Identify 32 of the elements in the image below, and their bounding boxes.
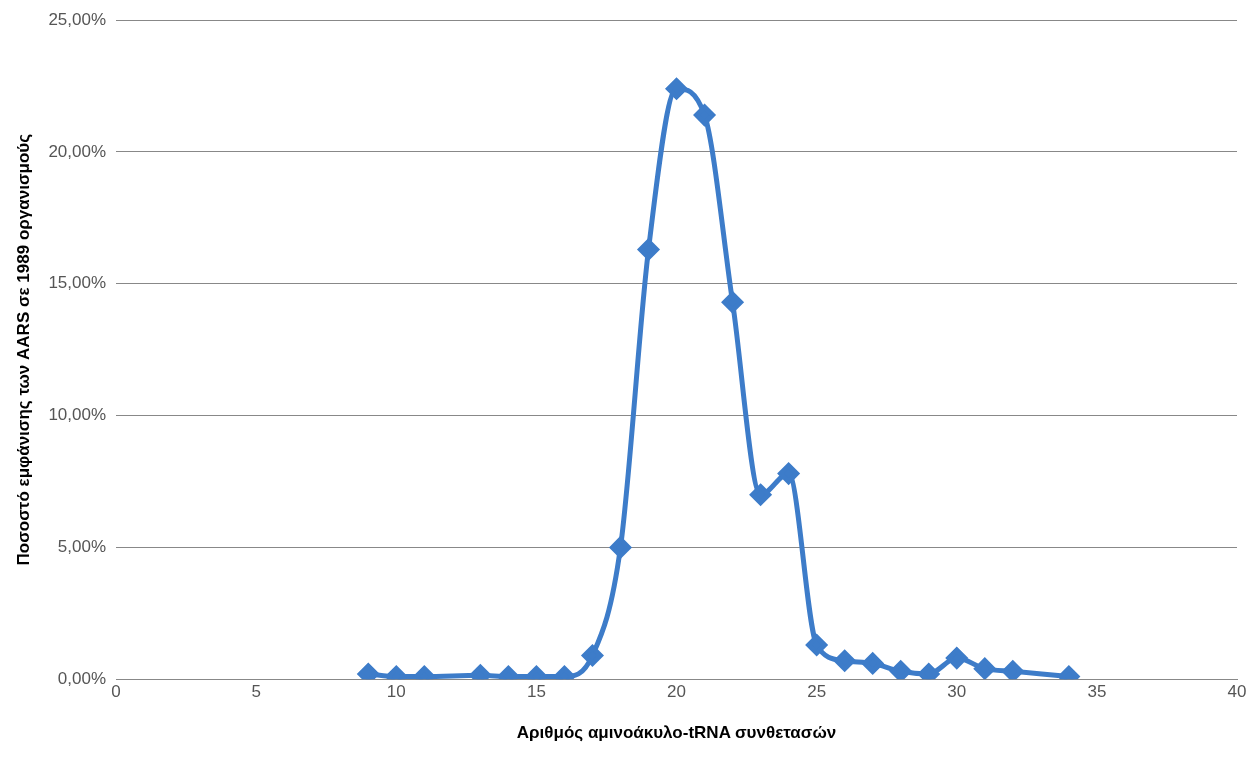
point: [890, 660, 912, 680]
x-tick-label: 40: [1227, 682, 1247, 702]
x-tick-label: 35: [1087, 682, 1107, 702]
y-tick-label: 0,00%: [57, 668, 107, 688]
point: [778, 463, 800, 485]
x-tick-label: 5: [251, 682, 261, 702]
point: [806, 634, 828, 656]
point: [834, 650, 856, 672]
point: [974, 658, 996, 680]
point: [750, 484, 772, 506]
y-tick-label: 20,00%: [48, 141, 107, 161]
x-tick-label: 30: [947, 682, 967, 702]
point: [1002, 660, 1024, 680]
point: [946, 647, 968, 669]
point: [666, 78, 688, 100]
x-tick-label: 0: [111, 682, 121, 702]
point: [722, 291, 744, 313]
y-axis-title: Ποσοστό εμφάνισης των AARS σε 1989 οργανισμούς: [13, 133, 33, 566]
point: [862, 652, 884, 674]
y-tick-label: 10,00%: [48, 405, 107, 425]
y-tick-label: 15,00%: [48, 273, 107, 293]
point: [609, 536, 631, 558]
x-tick-label: 10: [386, 682, 406, 702]
y-tick-label: 5,00%: [57, 537, 107, 557]
point: [694, 104, 716, 126]
x-tick-label: 25: [807, 682, 827, 702]
x-axis-title: Αριθμός αμινοάκυλο-tRNA συνθετασών: [516, 723, 837, 743]
y-tick-label: 25,00%: [48, 9, 107, 29]
point: [638, 239, 660, 261]
point: [581, 644, 603, 666]
x-tick-label: 15: [526, 682, 546, 702]
x-tick-label: 20: [667, 682, 686, 702]
